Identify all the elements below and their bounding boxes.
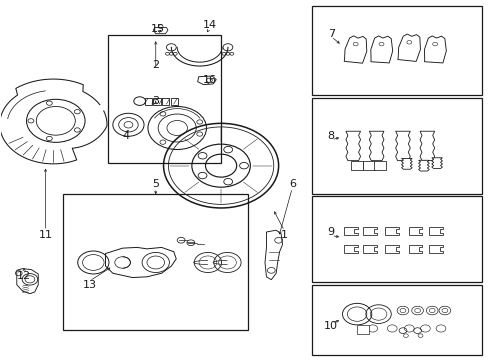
Bar (162, 98, 169, 105)
Bar (63, 194, 248, 330)
Text: 12: 12 (17, 271, 31, 281)
Polygon shape (343, 245, 357, 253)
Polygon shape (397, 34, 420, 62)
Bar (311, 196, 482, 282)
Text: 7: 7 (327, 29, 334, 39)
Polygon shape (17, 269, 38, 294)
Polygon shape (363, 227, 376, 235)
Bar (170, 98, 178, 105)
Polygon shape (395, 131, 409, 161)
Polygon shape (345, 131, 360, 161)
Text: 9: 9 (327, 227, 334, 237)
Polygon shape (264, 230, 282, 280)
Polygon shape (373, 161, 385, 170)
Text: 3: 3 (152, 96, 159, 106)
Text: 14: 14 (202, 20, 216, 30)
Bar (311, 98, 482, 194)
Text: 6: 6 (288, 179, 295, 189)
Polygon shape (431, 158, 442, 168)
Text: 15: 15 (150, 24, 164, 35)
Polygon shape (362, 161, 374, 170)
Text: 10: 10 (324, 321, 338, 331)
Text: 1: 1 (281, 230, 287, 239)
Polygon shape (344, 36, 366, 63)
Polygon shape (428, 227, 442, 235)
Polygon shape (401, 158, 411, 169)
Polygon shape (385, 245, 398, 253)
Text: 5: 5 (152, 179, 159, 189)
Text: 16: 16 (202, 75, 216, 85)
Polygon shape (363, 245, 376, 253)
Bar (311, 285, 482, 355)
Text: 11: 11 (39, 230, 52, 239)
Polygon shape (370, 36, 392, 63)
Bar (144, 98, 152, 105)
Polygon shape (356, 325, 368, 334)
Polygon shape (408, 227, 422, 235)
Text: 13: 13 (82, 280, 96, 290)
Bar (108, 35, 221, 163)
Polygon shape (428, 245, 442, 253)
Text: 8: 8 (327, 131, 334, 141)
Polygon shape (368, 131, 383, 161)
Polygon shape (343, 227, 357, 235)
Bar (311, 6, 482, 95)
Polygon shape (424, 36, 446, 63)
Polygon shape (408, 245, 422, 253)
Text: 2: 2 (152, 60, 159, 70)
Polygon shape (105, 247, 176, 278)
Polygon shape (153, 28, 167, 34)
Bar (153, 98, 160, 105)
Text: 4: 4 (122, 131, 130, 141)
Polygon shape (419, 131, 434, 161)
Polygon shape (418, 160, 428, 171)
Polygon shape (385, 227, 398, 235)
Polygon shape (350, 161, 362, 170)
Polygon shape (197, 76, 216, 85)
